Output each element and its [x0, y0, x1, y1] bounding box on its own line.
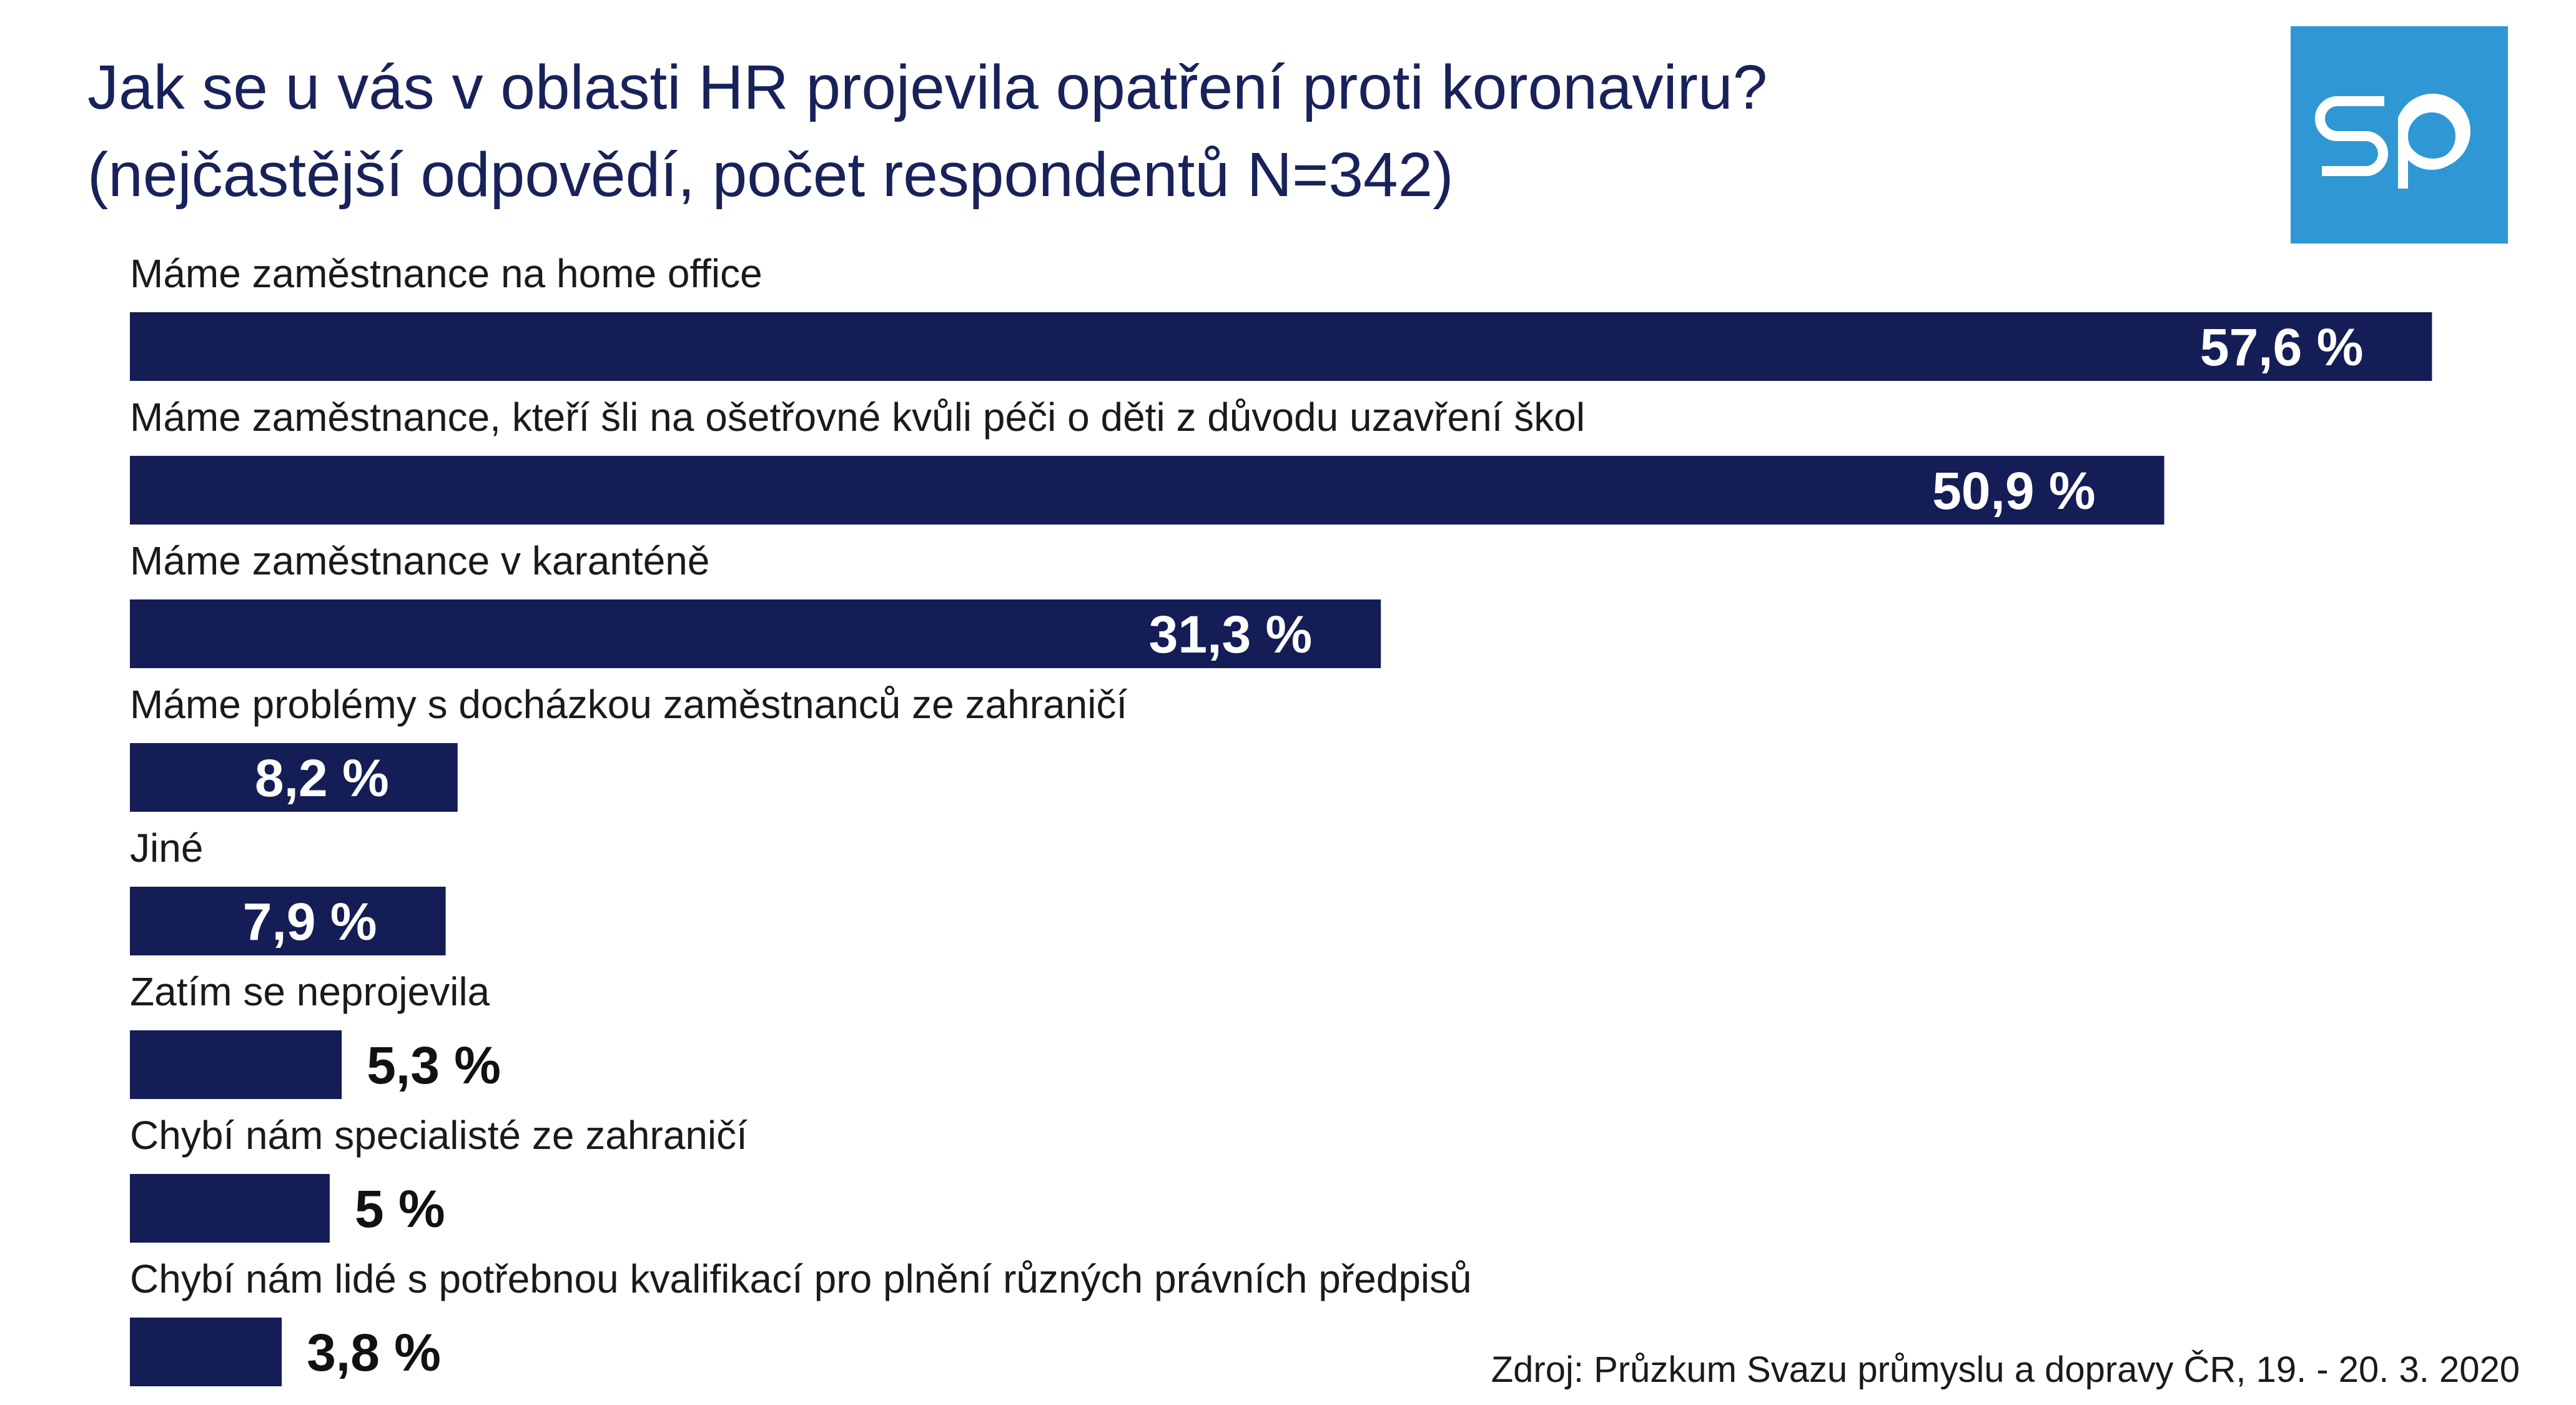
source-note: Zdroj: Průzkum Svazu průmyslu a dopravy …: [1491, 1349, 2520, 1390]
category-label: Chybí nám lidé s potřebnou kvalifikací p…: [130, 1256, 1472, 1301]
bar: [130, 743, 458, 812]
category-label: Máme zaměstnance na home office: [130, 251, 762, 296]
category-label: Chybí nám specialisté ze zahraničí: [130, 1113, 748, 1158]
value-label: 3,8 %: [307, 1323, 441, 1382]
category-label: Máme problémy s docházkou zaměstnanců ze…: [130, 682, 1127, 727]
value-label: 57,6 %: [2200, 318, 2364, 377]
category-label: Zatím se neprojevila: [130, 969, 490, 1014]
sp-logo: sp: [2291, 26, 2508, 244]
title-line-1: Jak se u vás v oblasti HR projevila opat…: [87, 52, 1768, 122]
category-label: Máme zaměstnance, kteří šli na ošetřovné…: [130, 395, 1585, 440]
value-label: 5,3 %: [367, 1036, 501, 1095]
value-label: 31,3 %: [1149, 605, 1313, 664]
value-label: 50,9 %: [1932, 461, 2096, 520]
bar: [130, 599, 1381, 668]
bar: [130, 1030, 342, 1099]
bar: [130, 456, 2164, 525]
category-label: Jiné: [130, 826, 203, 870]
bar: [130, 312, 2432, 381]
value-label: 7,9 %: [243, 892, 377, 951]
chart-title: Jak se u vás v oblasti HR projevila opat…: [87, 44, 2211, 219]
sp-logo-mark: sp: [2315, 94, 2470, 189]
bar: [130, 887, 446, 955]
bar: [130, 1174, 330, 1243]
category-label: Máme zaměstnance v karanténě: [130, 538, 709, 583]
value-label: 5 %: [355, 1180, 445, 1238]
title-line-2: (nejčastější odpovědí, počet respondentů…: [87, 140, 1454, 210]
bar: [130, 1318, 282, 1386]
value-label: 8,2 %: [255, 749, 389, 807]
